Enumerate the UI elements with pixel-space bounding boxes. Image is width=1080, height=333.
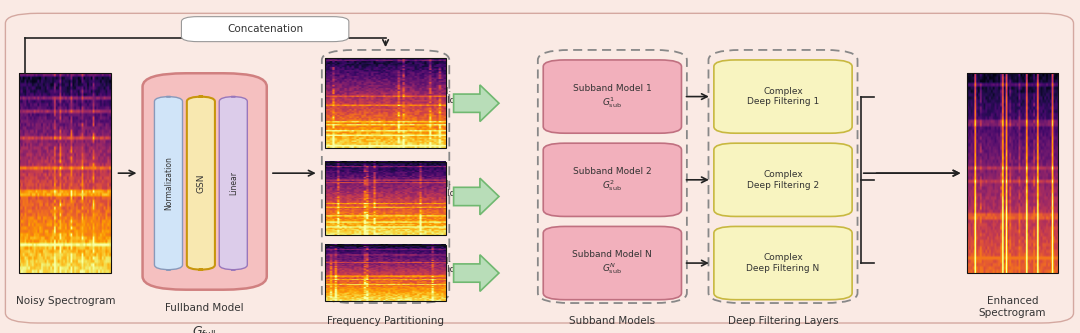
Text: Normalization: Normalization — [164, 156, 173, 210]
FancyBboxPatch shape — [714, 60, 852, 133]
Text: Complex
Deep Filtering 1: Complex Deep Filtering 1 — [747, 87, 819, 106]
Text: Subband Model N
$G_{\mathrm{sub}}^{N}$: Subband Model N $G_{\mathrm{sub}}^{N}$ — [572, 250, 652, 276]
FancyBboxPatch shape — [219, 97, 247, 270]
Text: Linear: Linear — [229, 171, 238, 195]
Text: Complex
Deep Filtering 2: Complex Deep Filtering 2 — [747, 170, 819, 189]
Text: Subband Models: Subband Models — [569, 316, 656, 326]
Text: Freq.
Unfold: Freq. Unfold — [426, 255, 456, 274]
Polygon shape — [454, 255, 499, 291]
FancyBboxPatch shape — [714, 226, 852, 300]
FancyBboxPatch shape — [543, 60, 681, 133]
Text: ...: ... — [777, 221, 789, 235]
Text: ...: ... — [379, 238, 392, 252]
Text: GSN: GSN — [197, 173, 205, 193]
Text: Complex
Deep Filtering N: Complex Deep Filtering N — [746, 253, 820, 273]
Text: Freq.
Unfold: Freq. Unfold — [426, 85, 456, 105]
FancyBboxPatch shape — [543, 226, 681, 300]
Polygon shape — [454, 85, 499, 122]
Text: Deep Filtering Layers: Deep Filtering Layers — [728, 316, 838, 326]
FancyBboxPatch shape — [154, 97, 183, 270]
FancyBboxPatch shape — [181, 17, 349, 42]
Text: $G_{\mathrm{full}}$: $G_{\mathrm{full}}$ — [192, 325, 217, 333]
Text: Concatenation: Concatenation — [227, 24, 303, 34]
Text: Noisy Spectrogram: Noisy Spectrogram — [15, 296, 116, 306]
Text: Fullband Model: Fullband Model — [165, 303, 244, 313]
FancyBboxPatch shape — [714, 143, 852, 216]
FancyBboxPatch shape — [187, 97, 215, 270]
Text: Enhanced
Spectrogram: Enhanced Spectrogram — [978, 296, 1047, 318]
Text: Freq.
Unfold: Freq. Unfold — [426, 178, 456, 198]
FancyBboxPatch shape — [543, 143, 681, 216]
FancyBboxPatch shape — [5, 13, 1074, 323]
Text: Frequency Partitioning: Frequency Partitioning — [327, 316, 444, 326]
Text: Subband Model 1
$G_{\mathrm{sub}}^{1}$: Subband Model 1 $G_{\mathrm{sub}}^{1}$ — [573, 84, 651, 110]
FancyBboxPatch shape — [143, 73, 267, 290]
Text: ...: ... — [606, 221, 619, 235]
Polygon shape — [454, 178, 499, 215]
Text: Subband Model 2
$G_{\mathrm{sub}}^{2}$: Subband Model 2 $G_{\mathrm{sub}}^{2}$ — [573, 167, 651, 193]
